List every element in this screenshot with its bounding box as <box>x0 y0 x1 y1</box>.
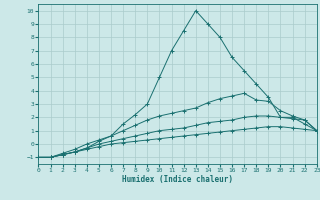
X-axis label: Humidex (Indice chaleur): Humidex (Indice chaleur) <box>122 175 233 184</box>
